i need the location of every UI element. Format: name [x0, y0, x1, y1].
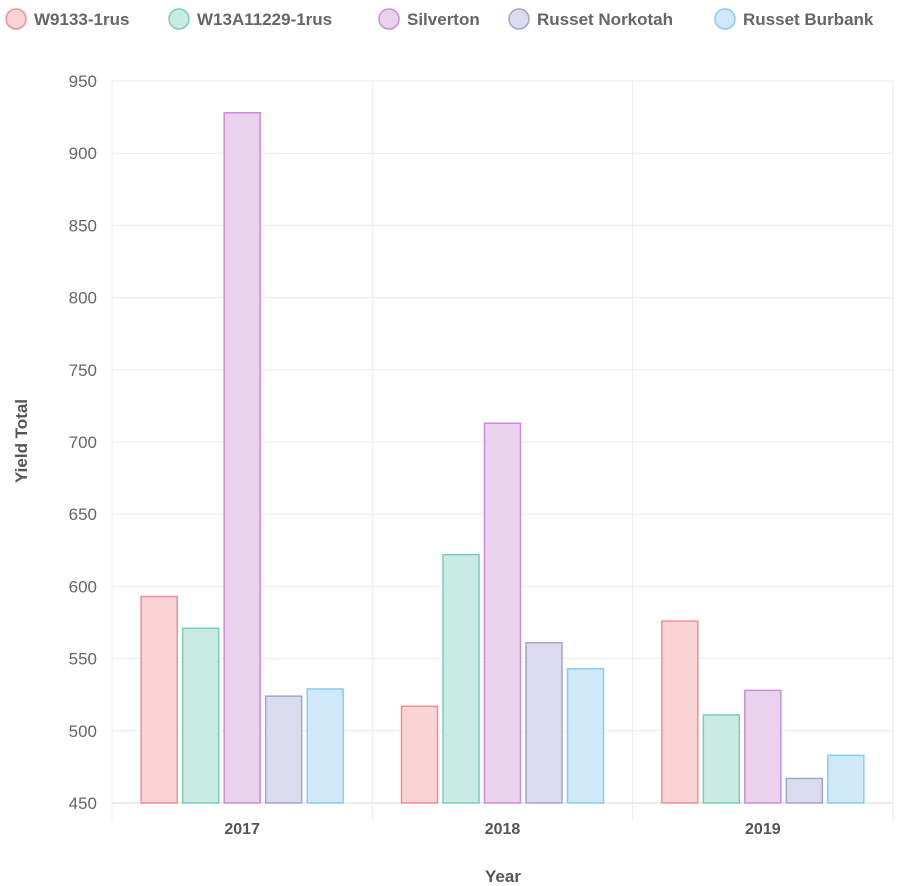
y-axis-ticks: 450 500 550 600 650 700 750 800 850 900 950	[69, 72, 97, 813]
legend-label: Russet Burbank	[743, 10, 874, 29]
y-tick-label: 450	[69, 794, 97, 813]
y-tick-label: 850	[69, 216, 97, 235]
bar-russet-burbank-2018[interactable]	[566, 667, 605, 804]
bar-w9133-1rus-2019[interactable]	[661, 620, 699, 804]
legend-swatch	[508, 8, 530, 30]
legend-label: W9133-1rus	[34, 10, 129, 29]
x-axis-title: Year	[485, 867, 521, 886]
legend-swatch	[378, 8, 400, 30]
y-tick-label: 550	[69, 650, 97, 669]
y-tick-label: 900	[69, 144, 97, 163]
y-tick-label: 650	[69, 505, 97, 524]
bar-w13a11229-1rus-2019[interactable]	[702, 714, 741, 804]
legend-item[interactable]: W13A11229-1rus	[168, 8, 332, 30]
bar-w13a11229-1rus-2018[interactable]	[442, 553, 480, 804]
legend-item[interactable]: Russet Burbank	[714, 8, 874, 30]
bar-w9133-1rus-2017[interactable]	[140, 595, 178, 804]
legend-label: Silverton	[407, 10, 480, 29]
bar-silverton-2018[interactable]	[483, 422, 522, 804]
bars	[140, 112, 865, 804]
legend-swatch	[168, 8, 190, 30]
x-axis-ticks: 2017 2018 2019	[224, 821, 780, 838]
y-tick-label: 750	[69, 361, 97, 380]
legend-item[interactable]: Silverton	[378, 8, 480, 30]
legend[interactable]: W9133-1rus W13A11229-1rus Silverton Russet …	[5, 8, 874, 30]
y-tick-label: 800	[69, 289, 97, 308]
bar-w9133-1rus-2018[interactable]	[400, 705, 439, 804]
bar-russet-norkotah-2019[interactable]	[785, 777, 824, 804]
bar-w13a11229-1rus-2017[interactable]	[181, 627, 220, 804]
legend-swatch	[714, 8, 736, 30]
x-tick-label: 2019	[745, 821, 781, 838]
y-tick-label: 500	[69, 722, 97, 741]
bar-russet-norkotah-2017[interactable]	[264, 695, 303, 804]
legend-item[interactable]: W9133-1rus	[5, 8, 129, 30]
bar-russet-norkotah-2018[interactable]	[525, 641, 563, 804]
legend-swatch	[5, 8, 27, 30]
y-tick-label: 700	[69, 433, 97, 452]
y-tick-label: 600	[69, 577, 97, 596]
bar-russet-burbank-2019[interactable]	[827, 754, 865, 804]
bar-russet-burbank-2017[interactable]	[306, 688, 344, 804]
legend-label: Russet Norkotah	[537, 10, 673, 29]
x-tick-label: 2017	[224, 821, 260, 838]
y-tick-label: 950	[69, 72, 97, 91]
legend-item[interactable]: Russet Norkotah	[508, 8, 673, 30]
bar-silverton-2017[interactable]	[223, 112, 261, 804]
y-axis-title: Yield Total	[12, 399, 31, 483]
bar-silverton-2019[interactable]	[744, 689, 782, 804]
legend-label: W13A11229-1rus	[197, 10, 332, 29]
x-tick-label: 2018	[485, 821, 521, 838]
